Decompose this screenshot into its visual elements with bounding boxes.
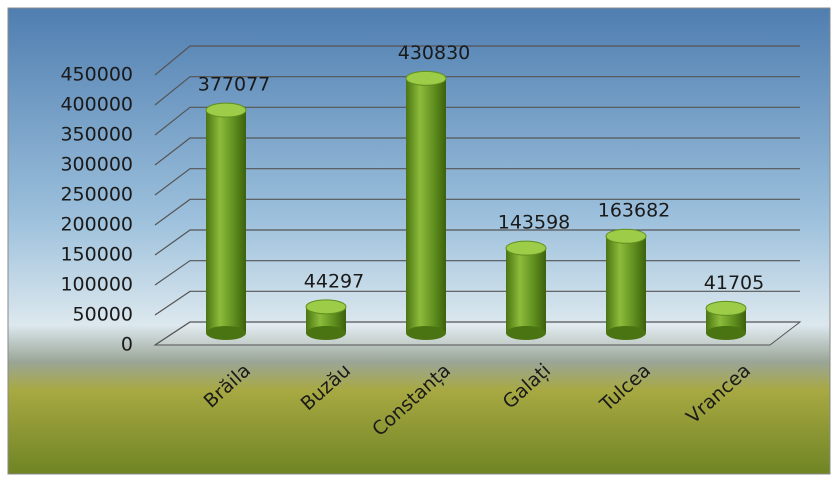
- y-tick-label: 150000: [60, 244, 133, 266]
- bar-top: [705, 300, 747, 316]
- grid-line: [154, 76, 800, 106]
- value-label: 430830: [398, 42, 471, 64]
- bar: [605, 228, 647, 340]
- grid-line: [154, 45, 800, 76]
- grid-line: [154, 260, 800, 286]
- bar-top: [405, 70, 447, 86]
- floor: [153, 321, 802, 346]
- bar-body: [506, 248, 546, 333]
- value-label: 163682: [598, 200, 671, 222]
- grid-line: [154, 229, 800, 256]
- y-tick-label: 400000: [60, 94, 133, 116]
- y-tick-label: 300000: [60, 154, 133, 176]
- bar: [705, 300, 747, 340]
- bar-base: [306, 326, 346, 340]
- bar-body: [606, 236, 646, 333]
- bar: [405, 70, 447, 340]
- bar-top: [305, 299, 347, 315]
- grid-line: [154, 198, 800, 226]
- y-tick-label: 450000: [60, 64, 133, 86]
- bar: [305, 299, 347, 340]
- grid-line: [154, 168, 800, 196]
- y-tick-label: 200000: [60, 214, 133, 236]
- bar-base: [706, 326, 746, 340]
- bar-top: [505, 240, 547, 256]
- bar-base: [406, 326, 446, 340]
- y-tick-label: 100000: [60, 274, 133, 296]
- value-label: 377077: [198, 74, 271, 96]
- grid-line: [154, 106, 800, 136]
- value-label: 44297: [304, 270, 364, 292]
- bar-base: [206, 326, 246, 340]
- y-tick-label: 350000: [60, 124, 133, 146]
- y-tick-label: 50000: [73, 304, 133, 326]
- y-tick-label: 250000: [60, 184, 133, 206]
- bar-top: [605, 228, 647, 244]
- grid-line: [154, 321, 800, 346]
- grid-line: [154, 137, 800, 166]
- bar-body: [206, 110, 246, 334]
- bar: [205, 102, 247, 340]
- bar-base: [606, 326, 646, 340]
- bar: [505, 240, 547, 340]
- value-label: 41705: [704, 272, 764, 294]
- bar-body: [406, 78, 446, 333]
- bar-base: [506, 326, 546, 340]
- y-tick-label: 0: [121, 334, 133, 356]
- bar-top: [205, 102, 247, 118]
- value-label: 143598: [498, 212, 571, 234]
- grid-line: [154, 290, 800, 316]
